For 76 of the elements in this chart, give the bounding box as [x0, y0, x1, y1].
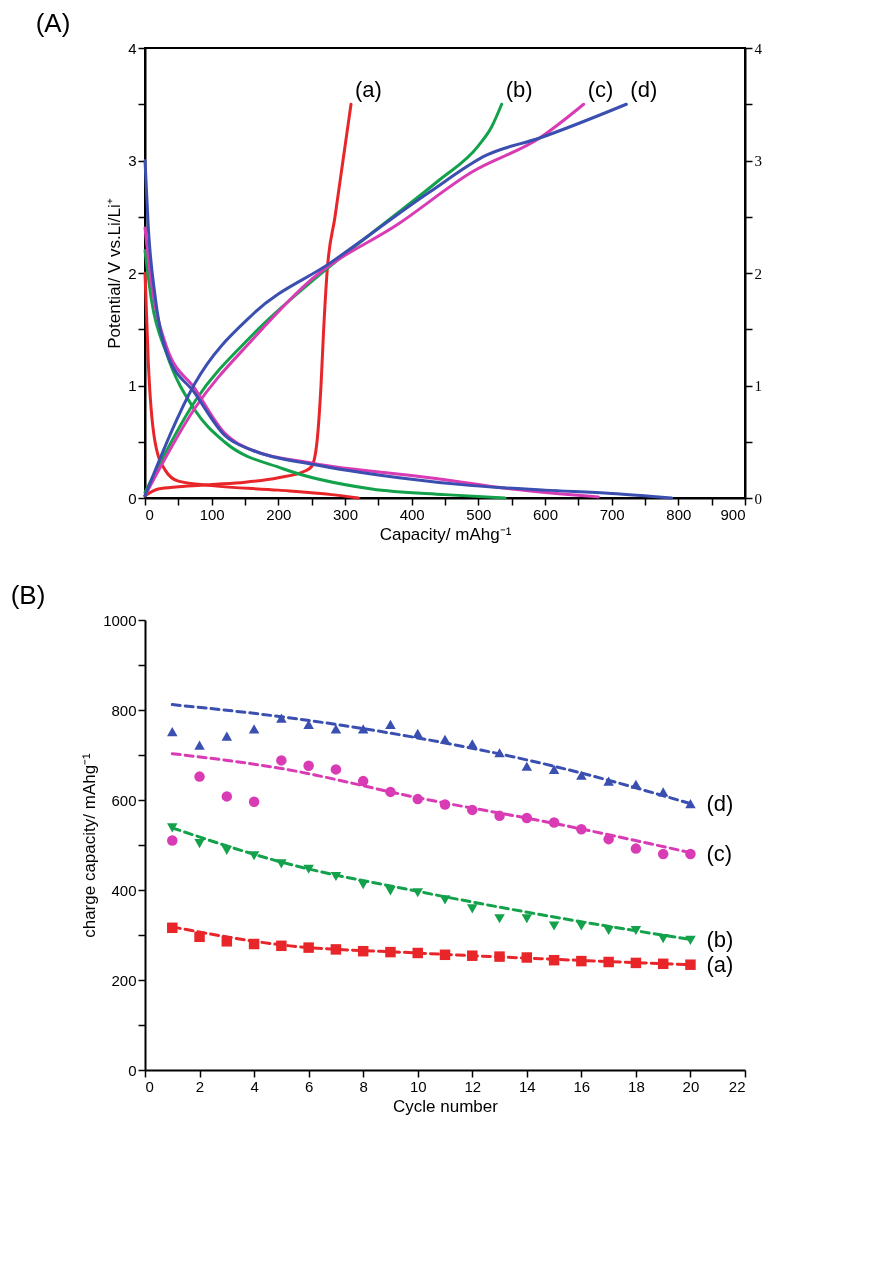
x-tick-label: 16 [573, 1077, 591, 1095]
point [221, 791, 233, 802]
x-tick-label: 300 [332, 505, 359, 523]
x-tick-label: 400 [399, 505, 425, 523]
x-tick-label: 900 [720, 505, 746, 523]
series-label: (b) [505, 77, 533, 103]
series-label: (d) [706, 790, 734, 816]
point [467, 904, 478, 914]
point [276, 755, 287, 766]
point [194, 771, 205, 782]
x-tick-label: 8 [359, 1077, 368, 1095]
x-tick-label: 20 [682, 1077, 700, 1095]
y-tick-label: 400 [111, 881, 137, 899]
y-tick-label: 3 [128, 152, 137, 169]
y-axis-title: charge capacity/ mAhg⁻¹ [80, 752, 100, 938]
point [194, 839, 205, 849]
chart-title: (B) [10, 580, 46, 610]
x-tick-label: 200 [266, 505, 292, 523]
y-tick-label: 200 [111, 971, 137, 989]
series-label: (b) [706, 927, 734, 953]
point [357, 775, 369, 787]
y2-tick-label: 2 [754, 265, 762, 282]
y2-tick-label: 0 [754, 490, 762, 507]
point [248, 724, 260, 734]
y-tick-label: 600 [111, 791, 137, 809]
point [548, 764, 560, 774]
x-tick-label: 100 [199, 505, 225, 523]
y-tick-label: 2 [128, 264, 137, 282]
x-tick-label: 700 [599, 505, 625, 523]
series-label: (c) [706, 841, 733, 866]
series-label: (a) [706, 951, 734, 977]
point [194, 740, 205, 750]
point [657, 848, 669, 860]
y-tick-label: 0 [128, 1061, 137, 1079]
y-tick-label: 0 [128, 489, 137, 507]
chart-title: (A) [35, 8, 71, 38]
x-tick-label: 22 [728, 1077, 746, 1095]
x-axis-title: Cycle number [393, 1096, 499, 1116]
series-label: (a) [355, 77, 382, 103]
x-tick-label: 10 [409, 1077, 427, 1095]
x-tick-label: 600 [532, 505, 559, 523]
point [685, 959, 696, 970]
x-tick-label: 0 [145, 1077, 154, 1095]
x-tick-label: 500 [466, 505, 492, 523]
y-tick-label: 800 [111, 701, 137, 719]
y-tick-label: 1000 [103, 611, 137, 629]
point [521, 914, 533, 924]
point [630, 843, 642, 854]
series-label: (d) [630, 77, 658, 103]
point [330, 764, 342, 775]
y-tick-label: 1 [128, 377, 137, 394]
y-tick-label: 4 [128, 39, 137, 57]
point [548, 921, 560, 931]
point [221, 731, 233, 741]
x-axis-title: Capacity/ mAhg⁻¹ [379, 524, 512, 544]
x-tick-label: 2 [195, 1077, 205, 1095]
point [385, 719, 396, 729]
x-tick-label: 0 [145, 505, 154, 523]
x-tick-label: 18 [628, 1077, 645, 1095]
point [576, 770, 587, 780]
x-tick-label: 6 [304, 1077, 314, 1095]
x-tick-label: 800 [666, 505, 692, 523]
y2-tick-label: 1 [754, 378, 762, 394]
y-axis-title: Potential/ V vs.Li/Li⁺ [105, 198, 125, 349]
point [248, 796, 260, 808]
point [167, 727, 178, 737]
y2-tick-label: 4 [754, 40, 763, 57]
point [521, 761, 533, 771]
x-tick-label: 14 [518, 1077, 536, 1095]
x-tick-label: 4 [250, 1077, 259, 1095]
point [303, 760, 314, 772]
x-tick-label: 12 [464, 1077, 482, 1095]
y2-tick-label: 3 [754, 153, 762, 169]
point [167, 835, 178, 846]
series-label: (c) [587, 77, 614, 103]
point [494, 914, 505, 924]
